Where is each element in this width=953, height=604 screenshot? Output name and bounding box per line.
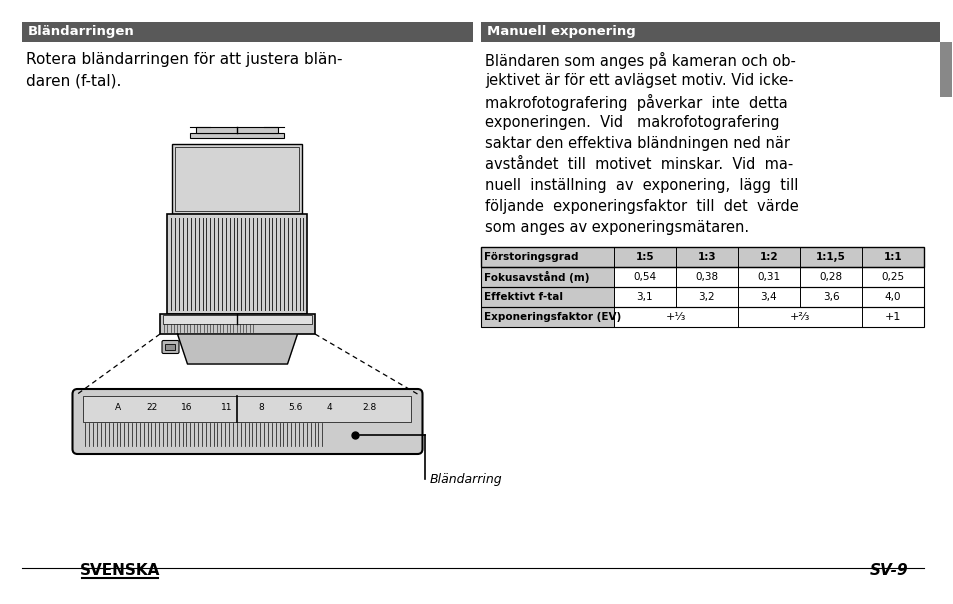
Bar [862, 267, 923, 287]
Text: Fokusavstånd (m): Fokusavstånd (m) [483, 271, 589, 283]
Bar [614, 267, 676, 287]
Bar [160, 314, 314, 334]
Text: daren (f-tal).: daren (f-tal). [26, 74, 121, 89]
Bar [84, 396, 411, 422]
Text: +1: +1 [883, 312, 901, 322]
Text: 3,1: 3,1 [636, 292, 653, 302]
Text: SV-9: SV-9 [868, 563, 907, 578]
Text: Effektivt f-tal: Effektivt f-tal [483, 292, 562, 302]
Text: avståndet  till  motivet  minskar.  Vid  ma-: avståndet till motivet minskar. Vid ma- [484, 157, 792, 172]
Text: 0,25: 0,25 [881, 272, 903, 282]
Text: 8: 8 [258, 402, 264, 411]
Text: Rotera bländarringen för att justera blän-: Rotera bländarringen för att justera blä… [26, 52, 342, 67]
Bar [168, 214, 307, 314]
Text: A: A [115, 402, 121, 411]
Bar [800, 267, 862, 287]
Bar [480, 287, 614, 307]
Text: Förstoringsgrad: Förstoringsgrad [483, 252, 578, 262]
Text: Bländaren som anges på kameran och ob-: Bländaren som anges på kameran och ob- [484, 52, 795, 69]
Bar [480, 307, 923, 327]
Text: 3,6: 3,6 [821, 292, 839, 302]
Bar [614, 307, 738, 327]
Bar [480, 287, 923, 307]
Text: 0,54: 0,54 [633, 272, 656, 282]
Text: 0,28: 0,28 [819, 272, 841, 282]
Bar [480, 267, 923, 287]
Text: 3,2: 3,2 [698, 292, 715, 302]
Text: 22: 22 [147, 402, 158, 411]
Bar [163, 315, 312, 324]
Bar [191, 133, 284, 138]
Text: SVENSKA: SVENSKA [80, 563, 160, 578]
FancyBboxPatch shape [72, 389, 422, 454]
Bar [800, 287, 862, 307]
Bar [738, 287, 800, 307]
Bar [165, 344, 175, 350]
Bar [22, 22, 473, 42]
Text: +¹⁄₃: +¹⁄₃ [665, 312, 685, 322]
Text: 1:3: 1:3 [697, 252, 716, 262]
Text: nuell  inställning  av  exponering,  lägg  till: nuell inställning av exponering, lägg ti… [484, 178, 798, 193]
Bar [480, 307, 614, 327]
Text: +²⁄₃: +²⁄₃ [789, 312, 809, 322]
Bar [676, 287, 738, 307]
Text: makrofotografering  påverkar  inte  detta: makrofotografering påverkar inte detta [484, 94, 787, 111]
Bar [862, 287, 923, 307]
Text: 16: 16 [180, 402, 192, 411]
Text: följande  exponeringsfaktor  till  det  värde: följande exponeringsfaktor till det värd… [484, 199, 798, 214]
Text: 1:5: 1:5 [635, 252, 654, 262]
Text: saktar den effektiva bländningen ned när: saktar den effektiva bländningen ned när [484, 136, 789, 151]
Bar [480, 267, 614, 287]
Text: 0,38: 0,38 [695, 272, 718, 282]
Text: 1:2: 1:2 [759, 252, 778, 262]
Text: 1:1,5: 1:1,5 [815, 252, 845, 262]
Text: Bländarringen: Bländarringen [28, 25, 134, 39]
FancyBboxPatch shape [162, 341, 179, 353]
Text: 4,0: 4,0 [883, 292, 901, 302]
Bar [172, 144, 302, 214]
Bar [862, 307, 923, 327]
Polygon shape [177, 334, 297, 364]
Text: 1:1: 1:1 [882, 252, 902, 262]
Text: jektivet är för ett avlägset motiv. Vid icke-: jektivet är för ett avlägset motiv. Vid … [484, 73, 793, 88]
Bar [676, 267, 738, 287]
Text: 5.6: 5.6 [288, 402, 302, 411]
Text: 2.8: 2.8 [362, 402, 376, 411]
Text: 4: 4 [326, 402, 332, 411]
Text: som anges av exponeringsmätaren.: som anges av exponeringsmätaren. [484, 220, 748, 235]
Text: exponeringen.  Vid   makrofotografering: exponeringen. Vid makrofotografering [484, 115, 779, 130]
Bar [939, 42, 951, 97]
Bar [614, 287, 676, 307]
Bar [738, 307, 862, 327]
Text: Manuell exponering: Manuell exponering [486, 25, 635, 39]
Text: 11: 11 [221, 402, 233, 411]
Bar [480, 247, 923, 267]
Bar [175, 147, 299, 211]
Bar [738, 267, 800, 287]
Text: 0,31: 0,31 [757, 272, 780, 282]
Text: Exponeringsfaktor (EV): Exponeringsfaktor (EV) [483, 312, 620, 322]
Bar [480, 22, 939, 42]
Bar [196, 127, 278, 133]
Text: 3,4: 3,4 [760, 292, 777, 302]
Bar [480, 247, 923, 267]
Text: Bländarring: Bländarring [429, 472, 501, 486]
